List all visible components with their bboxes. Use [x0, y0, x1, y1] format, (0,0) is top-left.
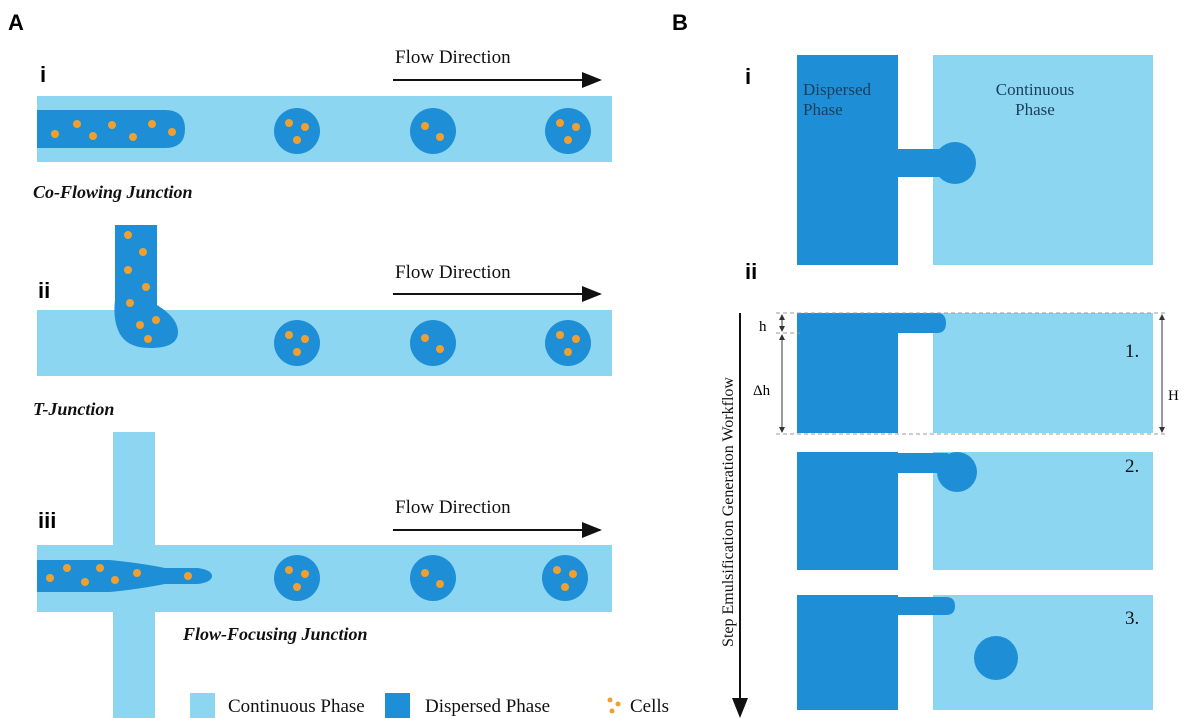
- neck: [896, 453, 948, 473]
- guide-lines: [776, 312, 1168, 435]
- dim-label: Δh: [753, 383, 771, 399]
- panel-label: A: [8, 10, 24, 35]
- neck: [896, 597, 955, 615]
- row-numeral: i: [40, 62, 46, 87]
- dispersed-stream: [37, 560, 212, 592]
- panel-label: B: [672, 10, 688, 35]
- row-numeral: iii: [38, 508, 56, 533]
- row-numeral: ii: [38, 278, 50, 303]
- dispersed-reservoir: [797, 452, 898, 570]
- dispersed-stream: [37, 110, 185, 148]
- cells: [46, 564, 192, 586]
- dispersed-label-box: Dispersed Phase: [803, 80, 871, 119]
- legend-label: Cells: [630, 696, 669, 717]
- legend-swatch: [607, 697, 621, 714]
- workflow-label: Step Emulsification Generation Workflow: [720, 377, 737, 647]
- step-label: 3.: [1125, 608, 1139, 629]
- step-label: 1.: [1125, 341, 1139, 362]
- droplet: [934, 142, 976, 184]
- droplets: [274, 108, 591, 154]
- dispersed-label: Dispersed Phase: [803, 80, 871, 119]
- cells: [124, 231, 160, 343]
- section-numeral: i: [745, 64, 751, 89]
- dispersed-reservoir: [797, 55, 898, 265]
- junction-label: Flow-Focusing Junction: [182, 624, 368, 644]
- flow-label: Flow Direction: [395, 497, 511, 518]
- legend-swatch: [190, 693, 215, 718]
- legend-label: Dispersed Phase: [425, 696, 550, 717]
- flow-label: Flow Direction: [395, 262, 511, 283]
- flow-label: Flow Direction: [395, 47, 511, 68]
- dim-label: H: [1168, 388, 1179, 404]
- dispersed-reservoir: [797, 595, 898, 710]
- junction-label: Co-Flowing Junction: [33, 182, 193, 202]
- legend-label: Continuous Phase: [228, 696, 365, 717]
- continuous-reservoir: [933, 313, 1153, 433]
- legend-swatch: [385, 693, 410, 718]
- dispersed-reservoir: [797, 313, 898, 433]
- junction-label: T-Junction: [33, 399, 114, 419]
- droplets: [274, 320, 591, 366]
- step-label: 2.: [1125, 456, 1139, 477]
- continuous-reservoir: [933, 595, 1153, 710]
- droplet: [937, 452, 977, 492]
- continuous-label-box: Continuous Phase: [995, 80, 1075, 119]
- neck: [896, 313, 946, 333]
- droplet: [974, 636, 1018, 680]
- dim-label: h: [759, 319, 767, 335]
- continuous-label: Continuous Phase: [995, 80, 1075, 119]
- droplets: [274, 555, 588, 601]
- section-numeral: ii: [745, 259, 757, 284]
- cells: [51, 120, 176, 141]
